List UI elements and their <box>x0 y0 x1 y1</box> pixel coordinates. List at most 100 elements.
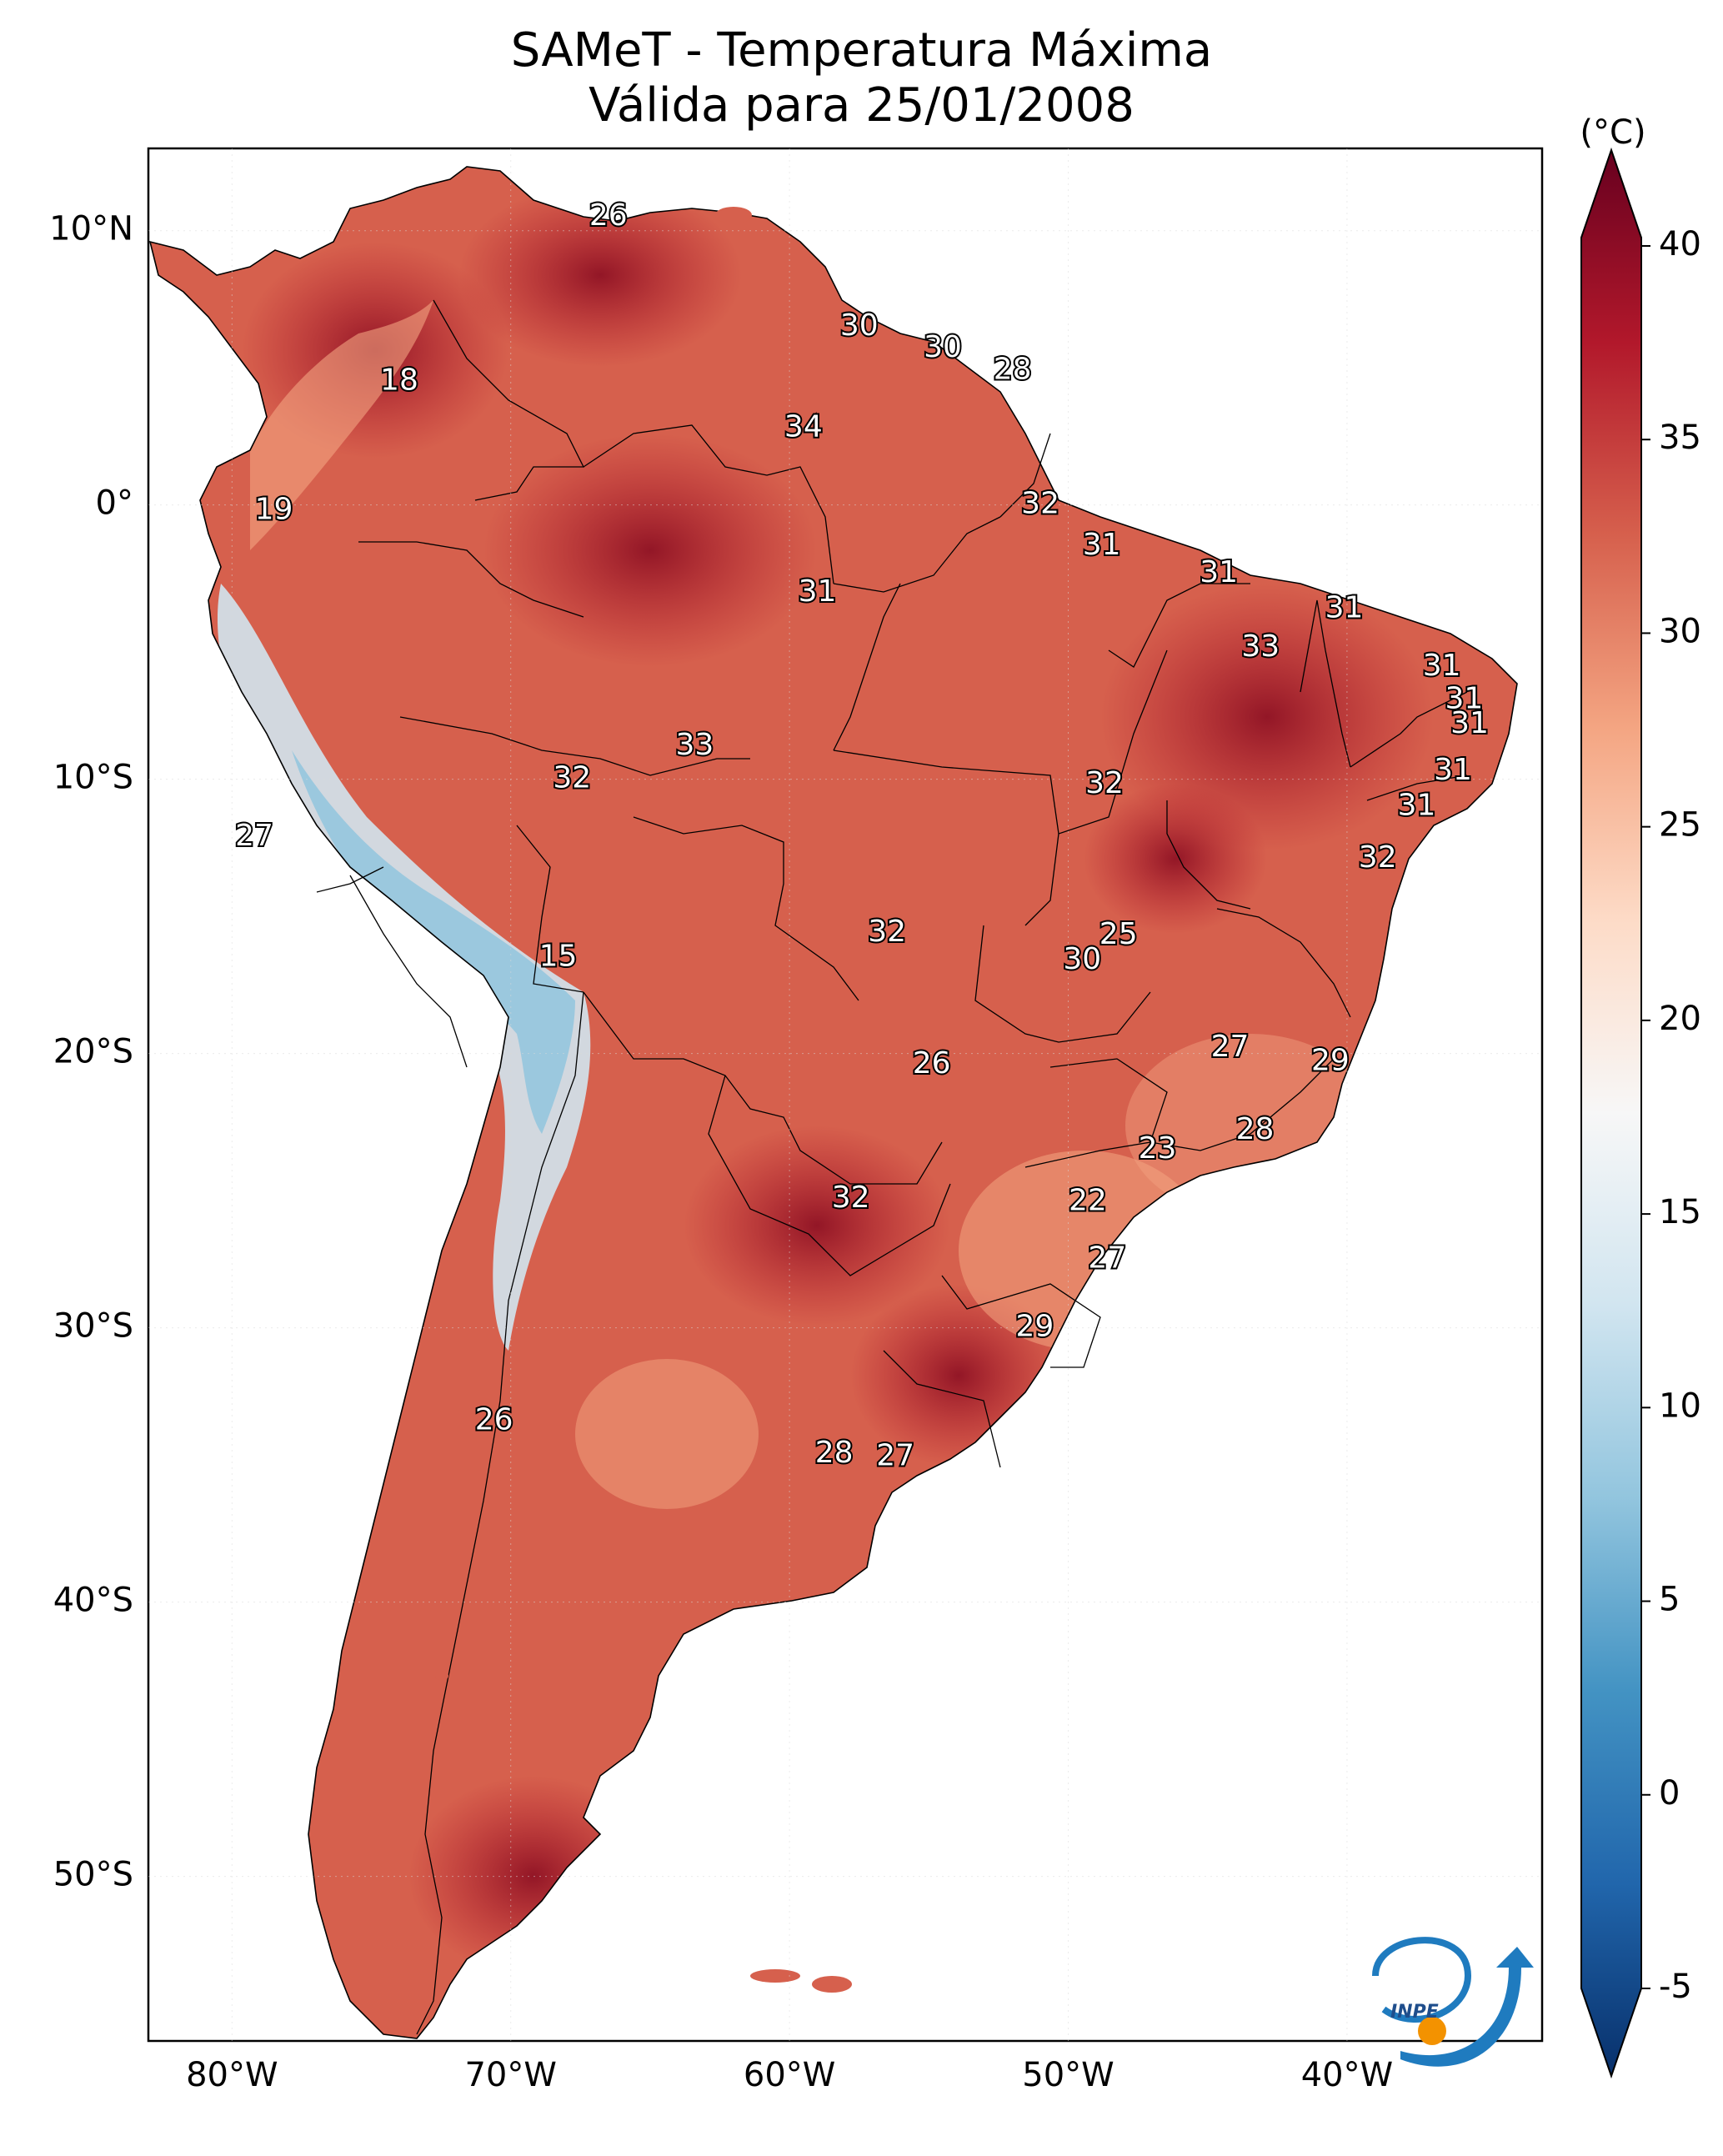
temperature-label: 32 <box>1085 766 1124 800</box>
temperature-label: 32 <box>553 761 591 795</box>
hotspot-amazon-west <box>483 434 817 667</box>
hotspot-venezuela <box>458 183 742 367</box>
lon-tick-70w: 70°W <box>464 2056 556 2094</box>
border-piaui-ceara <box>1300 599 1351 768</box>
hotspot-tocantins <box>1084 784 1267 934</box>
border-mato-grosso <box>833 750 1059 926</box>
temperature-label: 31 <box>1325 591 1364 625</box>
border-minas-rj <box>1150 1058 1335 1151</box>
border-goias-ms <box>974 925 1151 1043</box>
temperature-label: 34 <box>784 410 823 444</box>
longitude-ticks: 80°W 70°W 60°W 50°W 40°W <box>186 2056 1393 2094</box>
temperature-label: 28 <box>1236 1112 1275 1146</box>
temperature-label: 27 <box>876 1438 914 1472</box>
temperature-label: 18 <box>380 364 418 398</box>
temperature-label: 31 <box>799 574 837 609</box>
lon-tick-80w: 80°W <box>186 2056 278 2094</box>
border-maranhao <box>1108 583 1250 668</box>
temperature-label: 29 <box>1311 1044 1350 1078</box>
map-title-line2: Válida para 25/01/2008 <box>589 78 1134 133</box>
temperature-label: 28 <box>994 352 1032 386</box>
colorbar-tick-5: 5 <box>1659 1581 1680 1619</box>
temperature-label: 31 <box>1423 649 1461 683</box>
colorbar-tick-35: 35 <box>1659 419 1701 457</box>
temperature-label: 26 <box>913 1046 951 1081</box>
country-borders <box>316 299 1468 2035</box>
temperature-label: 19 <box>255 492 293 526</box>
colorbar-tick-20: 20 <box>1659 1000 1701 1038</box>
border-colombia-venezuela <box>433 299 585 501</box>
temperature-label: 30 <box>840 308 879 343</box>
temperature-label: 27 <box>235 819 273 853</box>
lat-tick-20s: 20°S <box>53 1033 133 1071</box>
logo-arrow-icon <box>1400 1947 1534 2067</box>
andes-north-band <box>250 300 433 550</box>
temperature-label: 31 <box>1083 528 1121 562</box>
border-chile-argentina <box>416 991 584 2035</box>
island-trinidad <box>715 207 752 223</box>
temperature-label: 26 <box>475 1402 513 1436</box>
lon-tick-60w: 60°W <box>744 2056 835 2094</box>
border-ecuador-peru <box>316 866 384 893</box>
graticule <box>148 148 1542 2041</box>
border-colombia-peru <box>358 541 584 618</box>
island-chiloe <box>435 1671 448 1681</box>
border-alagoas <box>1366 775 1468 801</box>
colorbar: (°C) 40 35 30 25 20 15 10 5 0 -5 <box>1580 113 1701 2079</box>
border-argentina-brazil <box>941 1275 1101 1368</box>
temperature-label: 30 <box>924 330 962 364</box>
colorbar-tick-30: 30 <box>1659 612 1701 650</box>
temperature-label: 26 <box>589 198 628 233</box>
map-title-line1: SAMeT - Temperatura Máxima <box>510 23 1213 78</box>
temperature-label: 15 <box>539 940 578 974</box>
border-goias-bahia <box>1166 800 1251 910</box>
border-peru-bolivia <box>516 825 584 993</box>
hotspot-paraguay <box>684 1126 950 1326</box>
temperature-label: 31 <box>1200 555 1238 589</box>
hotspot-northeast <box>1100 584 1434 850</box>
temperature-label: 31 <box>1445 681 1483 715</box>
temperature-label: 28 <box>815 1436 854 1470</box>
border-argentina-paraguay <box>708 1075 951 1276</box>
inpe-logo: INPE <box>1372 1937 1534 2067</box>
temperature-label: 30 <box>1063 942 1101 976</box>
lat-tick-10s: 10°S <box>53 759 133 797</box>
island-falklands <box>750 1969 800 1983</box>
coastline <box>148 166 1518 2039</box>
lat-tick-0: 0° <box>96 484 133 523</box>
island-falklands-east <box>812 1976 852 1993</box>
border-peru-chile <box>349 875 468 1068</box>
temperature-label: 33 <box>676 728 714 762</box>
border-suriname <box>999 433 1051 518</box>
temperature-label: 31 <box>1450 706 1489 740</box>
border-bolivia-paraguay <box>583 991 943 1185</box>
border-peru-brazil <box>399 716 750 776</box>
temperature-label: 32 <box>868 915 906 949</box>
colorbar-tick-minus5: -5 <box>1659 1968 1692 2006</box>
border-tocantins <box>1058 649 1168 835</box>
colorbar-tick-0: 0 <box>1659 1774 1680 1813</box>
temperature-label: 33 <box>1241 629 1280 664</box>
border-venezuela-brazil <box>583 424 834 584</box>
colorbar-ticks: 40 35 30 25 20 15 10 5 0 -5 <box>1641 225 1701 2006</box>
colorbar-tick-15: 15 <box>1659 1193 1701 1231</box>
colorbar-unit: (°C) <box>1580 113 1645 152</box>
colorbar-tick-25: 25 <box>1659 806 1701 845</box>
border-bolivia-brazil <box>633 816 859 1001</box>
andes-cool-band <box>217 584 591 1351</box>
temperature-label: 27 <box>1211 1030 1250 1064</box>
logo-text: INPE <box>1390 2002 1439 2023</box>
logo-dot-icon <box>1418 2017 1446 2045</box>
border-uruguay <box>883 1350 1001 1468</box>
temperature-label: 25 <box>1099 917 1138 951</box>
colorbar-scale <box>1580 147 1642 2079</box>
temperature-label: 31 <box>1398 789 1436 823</box>
lat-tick-10n: 10°N <box>49 210 133 248</box>
temperature-label: 32 <box>1021 487 1059 521</box>
lon-tick-50w: 50°W <box>1022 2056 1114 2094</box>
lon-tick-40w: 40°W <box>1301 2056 1393 2094</box>
temperature-label: 27 <box>1088 1241 1126 1275</box>
lat-tick-40s: 40°S <box>53 1582 133 1620</box>
